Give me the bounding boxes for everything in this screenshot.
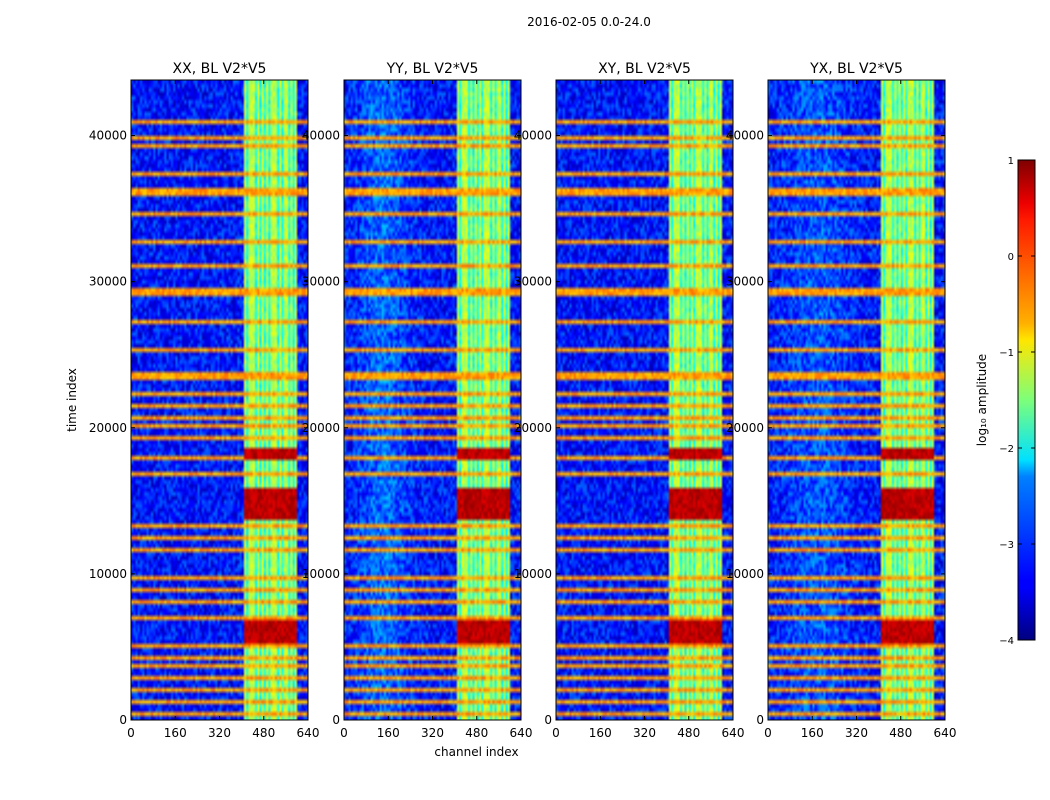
y-tick-label: 20000: [726, 421, 764, 435]
x-tick-label: 640: [722, 726, 745, 740]
x-tick-label: 320: [421, 726, 444, 740]
y-tick-label: 40000: [726, 129, 764, 143]
y-tick-label: 10000: [302, 567, 340, 581]
colorbar: log₁₀ amplitude 1 0 −1 −2 −3 −4: [975, 156, 1036, 647]
panel-title: YX, BL V2*V5: [809, 61, 903, 77]
colorbar-tick-label: −3: [999, 540, 1014, 551]
x-tick-label: 480: [889, 726, 912, 740]
y-tick-label: 20000: [514, 421, 552, 435]
y-tick-label: 10000: [89, 567, 127, 581]
x-tick-label: 0: [340, 726, 348, 740]
y-tick-label: 20000: [89, 421, 127, 435]
y-tick-label: 30000: [302, 275, 340, 289]
colorbar-tick-label: −2: [999, 444, 1014, 455]
panel-title: YY, BL V2*V5: [386, 61, 479, 77]
x-tick-label: 160: [377, 726, 400, 740]
x-tick-label: 320: [208, 726, 231, 740]
heatmap-panel-4: YX, BL V2*V5 0 160 320 480 640 0 10000 20000 3000…: [726, 61, 957, 740]
heatmap-panel-2: YY, BL V2*V5 0 160 320 480 640 0 10000 20000 3000…: [302, 61, 533, 759]
panel-title: XY, BL V2*V5: [598, 61, 691, 77]
x-tick-label: 480: [252, 726, 275, 740]
y-tick-label: 30000: [726, 275, 764, 289]
x-tick-label: 320: [845, 726, 868, 740]
panel-title: XX, BL V2*V5: [173, 61, 267, 77]
x-tick-label: 480: [677, 726, 700, 740]
x-tick-label: 160: [164, 726, 187, 740]
heatmap-panel-3: XY, BL V2*V5 0 160 320 480 640 0 10000 20000 3000…: [514, 61, 745, 740]
heatmap-image-4: [768, 80, 945, 720]
y-tick-label: 40000: [89, 129, 127, 143]
x-tick-label: 0: [127, 726, 135, 740]
colorbar-gradient: [1017, 159, 1036, 641]
x-tick-label: 640: [297, 726, 320, 740]
y-tick-label: 10000: [726, 567, 764, 581]
y-axis-label: time index: [65, 368, 79, 432]
figure-suptitle: 2016-02-05 0.0-24.0: [527, 15, 651, 29]
y-tick-label: 0: [332, 713, 340, 727]
heatmap-image-2: [344, 80, 521, 720]
heatmap-image-1: [131, 80, 308, 720]
colorbar-tick-label: −1: [999, 348, 1014, 359]
y-tick-label: 0: [119, 713, 127, 727]
y-tick-label: 30000: [89, 275, 127, 289]
y-tick-label: 0: [544, 713, 552, 727]
colorbar-label: log₁₀ amplitude: [975, 354, 989, 446]
x-tick-label: 160: [801, 726, 824, 740]
x-tick-label: 480: [465, 726, 488, 740]
y-tick-label: 40000: [514, 129, 552, 143]
x-tick-label: 0: [764, 726, 772, 740]
heatmap-image-3: [556, 80, 733, 720]
x-tick-label: 640: [934, 726, 957, 740]
colorbar-tick-label: 0: [1008, 252, 1014, 263]
y-tick-label: 20000: [302, 421, 340, 435]
y-tick-label: 30000: [514, 275, 552, 289]
colorbar-tick-label: −4: [999, 636, 1014, 647]
x-axis-label: channel index: [434, 745, 518, 759]
colorbar-tick-label: 1: [1008, 156, 1014, 167]
x-tick-label: 320: [633, 726, 656, 740]
heatmap-panel-1: XX, BL V2*V5 0 160 320 480 640 0 10000 20000 3000…: [65, 61, 319, 740]
x-tick-label: 160: [589, 726, 612, 740]
y-tick-label: 0: [756, 713, 764, 727]
x-tick-label: 0: [552, 726, 560, 740]
y-tick-label: 40000: [302, 129, 340, 143]
y-tick-label: 10000: [514, 567, 552, 581]
x-tick-label: 640: [510, 726, 533, 740]
